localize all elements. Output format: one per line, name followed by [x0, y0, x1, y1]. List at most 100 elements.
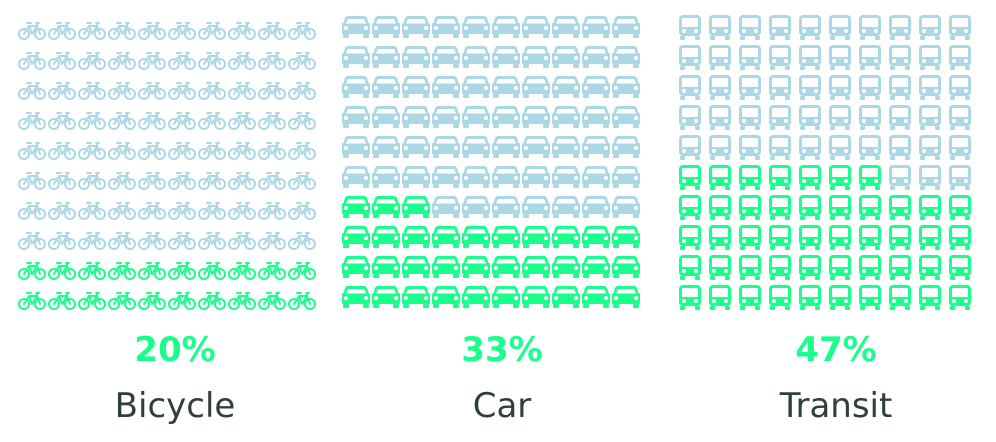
bus-icon [769, 165, 791, 190]
car-icon [402, 106, 430, 128]
bicycle-icon [168, 292, 196, 310]
bus-icon [739, 105, 761, 130]
bus-icon [679, 75, 701, 100]
bus-icon [709, 255, 731, 280]
car-icon [462, 136, 490, 158]
bus-icon [679, 105, 701, 130]
bicycle-icon [198, 142, 226, 160]
car-icon [432, 196, 460, 218]
bus-icon [769, 15, 791, 40]
bicycle-icon [168, 52, 196, 70]
bicycle-icon [138, 22, 166, 40]
bicycle-icon [18, 22, 46, 40]
car-icon [342, 256, 370, 278]
bus-icon [679, 255, 701, 280]
bus-icon [949, 225, 971, 250]
bus-icon [769, 255, 791, 280]
bicycle-icon [198, 232, 226, 250]
bus-icon [739, 285, 761, 310]
car-icon [582, 226, 610, 248]
bus-icon [859, 135, 881, 160]
bus-icon [949, 255, 971, 280]
transit-percent: 47% [795, 330, 877, 370]
car-icon [552, 76, 580, 98]
car-icon [462, 106, 490, 128]
bus-icon [799, 105, 821, 130]
bicycle-icon [48, 82, 76, 100]
bicycle-icon [108, 202, 136, 220]
transit-icon-grid [679, 15, 971, 310]
bicycle-icon [288, 22, 316, 40]
bus-icon [919, 75, 941, 100]
car-icon [492, 286, 520, 308]
bus-icon [889, 105, 911, 130]
bicycle-icon [138, 202, 166, 220]
car-icon [552, 46, 580, 68]
car-icon [342, 286, 370, 308]
bicycle-icon [108, 232, 136, 250]
bicycle-icon [138, 172, 166, 190]
bus-icon [949, 195, 971, 220]
bus-icon [769, 285, 791, 310]
bus-icon [769, 75, 791, 100]
car-icon [432, 286, 460, 308]
car-icon [612, 16, 640, 38]
bus-icon [829, 45, 851, 70]
bus-icon [679, 195, 701, 220]
bicycle-icon [48, 232, 76, 250]
bus-icon [679, 165, 701, 190]
bicycle-icon [288, 82, 316, 100]
bus-icon [829, 135, 851, 160]
car-icon [402, 286, 430, 308]
bus-icon [829, 105, 851, 130]
car-icon [432, 76, 460, 98]
bicycle-icon [258, 232, 286, 250]
bicycle-icon [258, 142, 286, 160]
car-icon [582, 46, 610, 68]
car-label: Car [472, 386, 532, 426]
bicycle-icon [258, 112, 286, 130]
car-icon [402, 16, 430, 38]
car-icon [462, 166, 490, 188]
bus-icon [769, 225, 791, 250]
car-icon [522, 136, 550, 158]
bus-icon [889, 135, 911, 160]
bus-icon [889, 45, 911, 70]
car-icon [522, 16, 550, 38]
bus-icon [679, 45, 701, 70]
car-icon [612, 226, 640, 248]
bicycle-icon [108, 112, 136, 130]
bicycle-icon [48, 52, 76, 70]
car-icon [522, 196, 550, 218]
car-icon [582, 136, 610, 158]
bus-icon [739, 15, 761, 40]
car-icon [522, 76, 550, 98]
car-icon [402, 256, 430, 278]
bicycle-icon [198, 202, 226, 220]
bicycle-icon [138, 112, 166, 130]
bicycle-icon [198, 172, 226, 190]
bus-icon [949, 75, 971, 100]
bus-icon [799, 225, 821, 250]
bicycle-icon [108, 292, 136, 310]
bus-icon [949, 135, 971, 160]
bus-icon [709, 135, 731, 160]
car-icon [462, 286, 490, 308]
car-icon [552, 256, 580, 278]
car-icon [612, 256, 640, 278]
bicycle-panel: 20% Bicycle [15, 0, 335, 442]
bicycle-icon [18, 172, 46, 190]
car-icon [342, 196, 370, 218]
car-icon [552, 226, 580, 248]
bicycle-icon [228, 112, 256, 130]
car-icon [582, 76, 610, 98]
car-icon [612, 166, 640, 188]
bus-icon [889, 75, 911, 100]
bus-icon [799, 135, 821, 160]
bus-icon [709, 195, 731, 220]
bicycle-icon [78, 82, 106, 100]
car-icon [372, 166, 400, 188]
bicycle-icon [18, 292, 46, 310]
bicycle-icon [138, 52, 166, 70]
car-icon [582, 16, 610, 38]
